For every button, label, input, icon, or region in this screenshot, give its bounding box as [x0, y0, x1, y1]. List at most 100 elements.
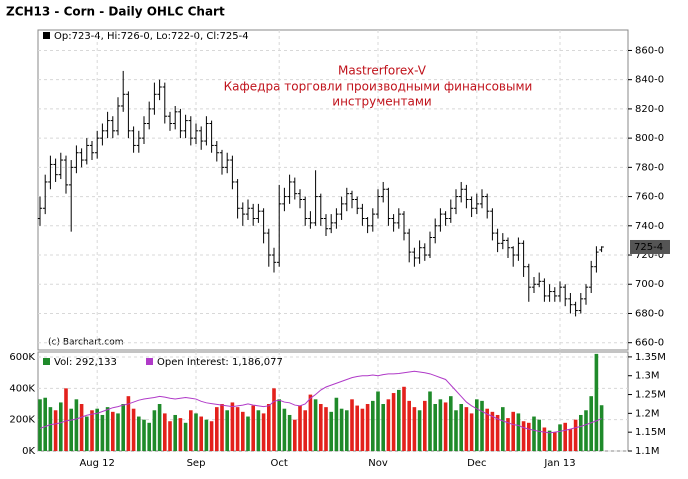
legend-swatch: [43, 358, 50, 365]
x-tick-label: Oct: [271, 458, 288, 469]
volume-bar: [38, 399, 42, 451]
volume-bar: [272, 388, 276, 451]
volume-bar: [402, 386, 406, 451]
volume-bar: [173, 414, 177, 451]
volume-bar: [90, 410, 94, 451]
volume-bar: [199, 416, 203, 451]
volume-bar: [147, 422, 151, 451]
volume-bar: [454, 410, 458, 451]
volume-bar: [225, 410, 229, 451]
volume-bar: [183, 422, 188, 451]
volume-bar: [324, 407, 328, 451]
y-tick-label: 600K: [9, 352, 35, 363]
volume-bar: [235, 407, 240, 451]
volume-bar: [142, 419, 146, 451]
volume-bar: [459, 404, 463, 451]
y2-tick-label: 1.2M: [635, 408, 660, 419]
y-tick-label: 0K: [22, 446, 35, 457]
x-tick-label: Sep: [187, 458, 206, 469]
volume-bar: [85, 416, 89, 451]
volume-bar: [547, 430, 552, 451]
volume-bar: [116, 413, 120, 451]
volume-bar: [365, 404, 370, 451]
legend-label: Vol: 292,133: [54, 357, 117, 368]
volume-bar: [563, 422, 567, 451]
volume-bar: [433, 404, 437, 451]
volume-bar: [287, 414, 292, 451]
volume-bar: [438, 399, 443, 451]
volume-bar: [313, 399, 318, 451]
volume-bar: [334, 397, 339, 451]
x-tick-label: Dec: [467, 458, 486, 469]
y-tick-label: 660-0: [635, 338, 664, 349]
volume-bar: [241, 411, 245, 451]
volume-bar: [350, 399, 354, 451]
y2-tick-label: 1.1M: [635, 446, 660, 457]
y-tick-label: 400K: [9, 383, 35, 394]
volume-bar: [308, 394, 313, 451]
x-tick-label: Nov: [368, 458, 388, 469]
volume-bar: [100, 414, 105, 451]
volume-bar: [386, 399, 391, 451]
volume-bar: [407, 400, 411, 451]
legend-label: Open Interest: 1,186,077: [157, 357, 283, 368]
volume-bar: [584, 410, 588, 451]
volume-bar: [485, 408, 489, 451]
volume-bar: [282, 408, 287, 451]
volume-bar: [256, 410, 261, 451]
volume-bar: [345, 410, 349, 451]
y-tick-label: 840-0: [635, 75, 664, 86]
x-tick-label: Jan 13: [543, 458, 575, 469]
volume-bar: [178, 418, 183, 451]
volume-bar: [59, 402, 63, 451]
volume-bar: [53, 410, 58, 451]
volume-bar: [423, 400, 427, 451]
volume-bar: [532, 416, 536, 451]
volume-bar: [480, 400, 484, 451]
volume-bar: [246, 416, 250, 451]
y-tick-label: 800-0: [635, 133, 664, 144]
volume-bar: [516, 413, 521, 451]
volume-bar: [137, 416, 141, 451]
volume-bar: [251, 405, 255, 451]
volume-bar: [391, 393, 396, 451]
volume-bar: [381, 404, 385, 451]
volume-bar: [495, 414, 500, 451]
volume-bar: [79, 404, 84, 451]
volume-bar: [355, 405, 359, 451]
volume-bar: [521, 421, 526, 451]
volume-bar: [360, 408, 365, 451]
y2-tick-label: 1.3M: [635, 371, 660, 382]
y-tick-label: 780-0: [635, 162, 664, 173]
volume-bar: [277, 399, 281, 451]
volume-bar: [417, 410, 422, 451]
volume-bar: [527, 422, 531, 451]
volume-bar: [579, 414, 583, 451]
legend-swatch: [146, 358, 153, 365]
y-tick-label: 740-0: [635, 221, 664, 232]
volume-bar: [469, 413, 474, 451]
volume-bar: [371, 400, 375, 451]
y2-tick-label: 1.35M: [635, 352, 666, 363]
source: (c) Barchart.com: [48, 338, 124, 348]
y-tick-label: 860-0: [635, 45, 664, 56]
volume-bar: [376, 391, 380, 451]
volume-bar: [230, 402, 235, 451]
volume-bar: [152, 410, 157, 451]
y2-tick-label: 1.15M: [635, 427, 666, 438]
volume-bar: [589, 396, 593, 451]
legend-swatch: [43, 32, 50, 39]
volume-bar: [506, 418, 510, 451]
volume-bar: [267, 404, 271, 451]
last-price-label: 725-4: [634, 242, 663, 253]
annotation: инструментами: [332, 95, 431, 109]
volume-bar: [131, 408, 136, 451]
volume-bar: [319, 404, 323, 451]
volume-bar: [412, 407, 417, 451]
volume-bar: [64, 388, 68, 451]
volume-bar: [298, 405, 302, 451]
volume-bar: [163, 413, 167, 451]
volume-bar: [95, 408, 99, 451]
volume-bar: [168, 421, 172, 451]
volume-bar: [428, 391, 432, 451]
